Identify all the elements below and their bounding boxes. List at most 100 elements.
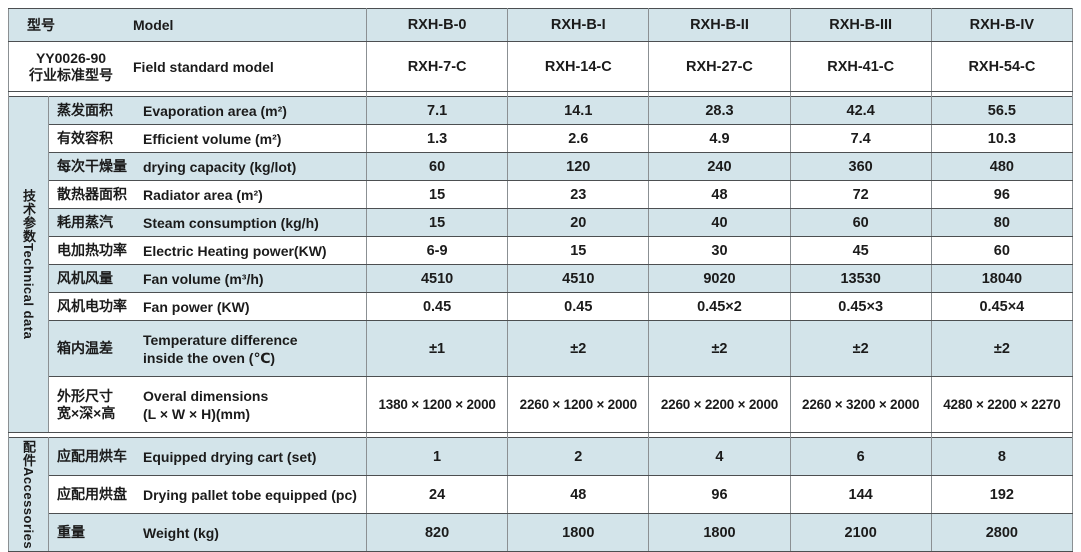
- spec-row-drying-pallet: 应配用烘盘 Drying pallet tobe equipped (pc) 2…: [8, 475, 1074, 515]
- value-cell: 4280 × 2200 × 2270: [930, 376, 1074, 433]
- value-cell: 48: [507, 475, 650, 515]
- value-cell: 6-9: [365, 236, 509, 265]
- spec-row-overall-dimensions: 外形尺寸 宽×深×高 Overal dimensions (L × W × H)…: [8, 376, 1074, 433]
- value-cell: 30: [648, 236, 791, 265]
- side-label-cn: 技术参数: [21, 189, 36, 244]
- value-cell: 360: [789, 152, 932, 181]
- value-cell: 8: [930, 436, 1074, 477]
- row-label: 散热器面积 Radiator area (m²): [48, 180, 367, 209]
- row-label-en: drying capacity (kg/lot): [143, 158, 297, 175]
- value-cell: 9020: [648, 264, 791, 293]
- value-cell: 2100: [789, 513, 932, 552]
- section-gap: [8, 91, 1074, 97]
- spec-table: 型号 Model RXH-B-0 RXH-B-I RXH-B-II RXH-B-…: [8, 8, 1074, 552]
- spec-row-temperature-difference: 箱内温差 Temperature difference inside the o…: [8, 320, 1074, 377]
- gap-cell: [930, 91, 1074, 97]
- row-label: 耗用蒸汽 Steam consumption (kg/h): [48, 208, 367, 237]
- value-cell: 120: [507, 152, 650, 181]
- standard-model-label-cn: YY0026-90 行业标准型号: [29, 49, 113, 83]
- spec-row-fan-volume: 风机风量 Fan volume (m³/h) 4510 4510 9020 13…: [8, 264, 1074, 293]
- row-label-cn: 每次干燥量: [57, 158, 127, 174]
- standard-model-value: RXH-41-C: [789, 41, 932, 92]
- model-label-cn: 型号: [27, 16, 55, 33]
- row-label-cn: 散热器面积: [57, 186, 127, 202]
- spec-row-drying-capacity: 每次干燥量 drying capacity (kg/lot) 60 120 24…: [8, 152, 1074, 181]
- value-cell: 4510: [365, 264, 509, 293]
- row-label-cn: 风机风量: [57, 270, 113, 286]
- value-cell: ±2: [507, 320, 650, 377]
- row-label-en: Efficient volume (m²): [143, 130, 282, 147]
- spec-row-steam-consumption: 耗用蒸汽 Steam consumption (kg/h) 15 20 40 6…: [8, 208, 1074, 237]
- value-cell: 2260 × 3200 × 2000: [789, 376, 932, 433]
- row-label-en: Overal dimensions (L × W × H)(mm): [143, 387, 269, 422]
- spec-row-radiator-area: 散热器面积 Radiator area (m²) 15 23 48 72 96: [8, 180, 1074, 209]
- value-cell: 1800: [507, 513, 650, 552]
- row-label-cn: 重量: [57, 524, 85, 541]
- row-label-cn: 箱内温差: [57, 340, 113, 356]
- gap-cell: [930, 432, 1074, 438]
- value-cell: ±2: [930, 320, 1074, 377]
- value-cell: 72: [789, 180, 932, 209]
- value-cell: ±2: [648, 320, 791, 377]
- value-cell: 1: [365, 436, 509, 477]
- value-cell: 15: [507, 236, 650, 265]
- row-label-en: Evaporation area (m²): [143, 102, 287, 119]
- side-label-en: Technical data: [21, 243, 36, 340]
- value-cell: 24: [365, 475, 509, 515]
- value-cell: 2260 × 2200 × 2000: [648, 376, 791, 433]
- value-cell: 13530: [789, 264, 932, 293]
- value-cell: 0.45: [365, 292, 509, 321]
- row-label: 重量 Weight (kg): [48, 513, 367, 552]
- row-label-en: Fan power (KW): [143, 298, 250, 315]
- value-cell: 240: [648, 152, 791, 181]
- value-cell: 480: [930, 152, 1074, 181]
- row-label: 蒸发面积 Evaporation area (m²): [48, 96, 367, 125]
- row-label-cn: 风机电功率: [57, 298, 127, 314]
- row-label: 应配用烘车 Equipped drying cart (set): [48, 436, 367, 477]
- value-cell: ±2: [789, 320, 932, 377]
- value-cell: 0.45: [507, 292, 650, 321]
- value-cell: 2.6: [507, 124, 650, 153]
- row-label-cn: 应配用烘车: [57, 448, 127, 465]
- value-cell: 80: [930, 208, 1074, 237]
- value-cell: 14.1: [507, 96, 650, 125]
- row-label-en: Weight (kg): [143, 524, 219, 541]
- value-cell: 96: [648, 475, 791, 515]
- spec-row-electric-heating-power: 电加热功率 Electric Heating power(KW) 6-9 15 …: [8, 236, 1074, 265]
- row-label: 应配用烘盘 Drying pallet tobe equipped (pc): [48, 475, 367, 515]
- value-cell: 1380 × 1200 × 2000: [365, 376, 509, 433]
- row-label: 电加热功率 Electric Heating power(KW): [48, 236, 367, 265]
- standard-model-value: RXH-7-C: [365, 41, 509, 92]
- value-cell: 0.45×3: [789, 292, 932, 321]
- value-cell: 20: [507, 208, 650, 237]
- row-label: 外形尺寸 宽×深×高 Overal dimensions (L × W × H)…: [48, 376, 367, 433]
- model-value: RXH-B-0: [365, 8, 509, 42]
- side-label-en: Accessories: [21, 467, 36, 550]
- spec-row-efficient-volume: 有效容积 Efficient volume (m²) 1.3 2.6 4.9 7…: [8, 124, 1074, 153]
- model-row: 型号 Model RXH-B-0 RXH-B-I RXH-B-II RXH-B-…: [8, 8, 1074, 42]
- value-cell: 40: [648, 208, 791, 237]
- standard-model-label-en: Field standard model: [133, 58, 274, 75]
- value-cell: 1.3: [365, 124, 509, 153]
- row-label-en: Equipped drying cart (set): [143, 448, 317, 465]
- value-cell: 6: [789, 436, 932, 477]
- value-cell: 4: [648, 436, 791, 477]
- value-cell: 1800: [648, 513, 791, 552]
- spec-row-evaporation-area: 技术参数Technical data 蒸发面积 Evaporation area…: [8, 96, 1074, 433]
- standard-model-row: YY0026-90 行业标准型号 Field standard model RX…: [8, 41, 1074, 92]
- value-cell: 60: [789, 208, 932, 237]
- spec-row-weight: 重量 Weight (kg) 820 1800 1800 2100 2800: [8, 513, 1074, 552]
- model-value: RXH-B-I: [507, 8, 650, 42]
- value-cell: 2: [507, 436, 650, 477]
- row-label: 箱内温差 Temperature difference inside the o…: [48, 320, 367, 377]
- value-cell: 0.45×2: [648, 292, 791, 321]
- row-label-cn: 有效容积: [57, 130, 113, 146]
- model-row-label: 型号 Model: [8, 8, 367, 42]
- value-cell: 4510: [507, 264, 650, 293]
- standard-model-row-label: YY0026-90 行业标准型号 Field standard model: [8, 41, 367, 92]
- standard-model-value: RXH-14-C: [507, 41, 650, 92]
- model-value: RXH-B-II: [648, 8, 791, 42]
- value-cell: 192: [930, 475, 1074, 515]
- row-label-en: Drying pallet tobe equipped (pc): [143, 486, 357, 503]
